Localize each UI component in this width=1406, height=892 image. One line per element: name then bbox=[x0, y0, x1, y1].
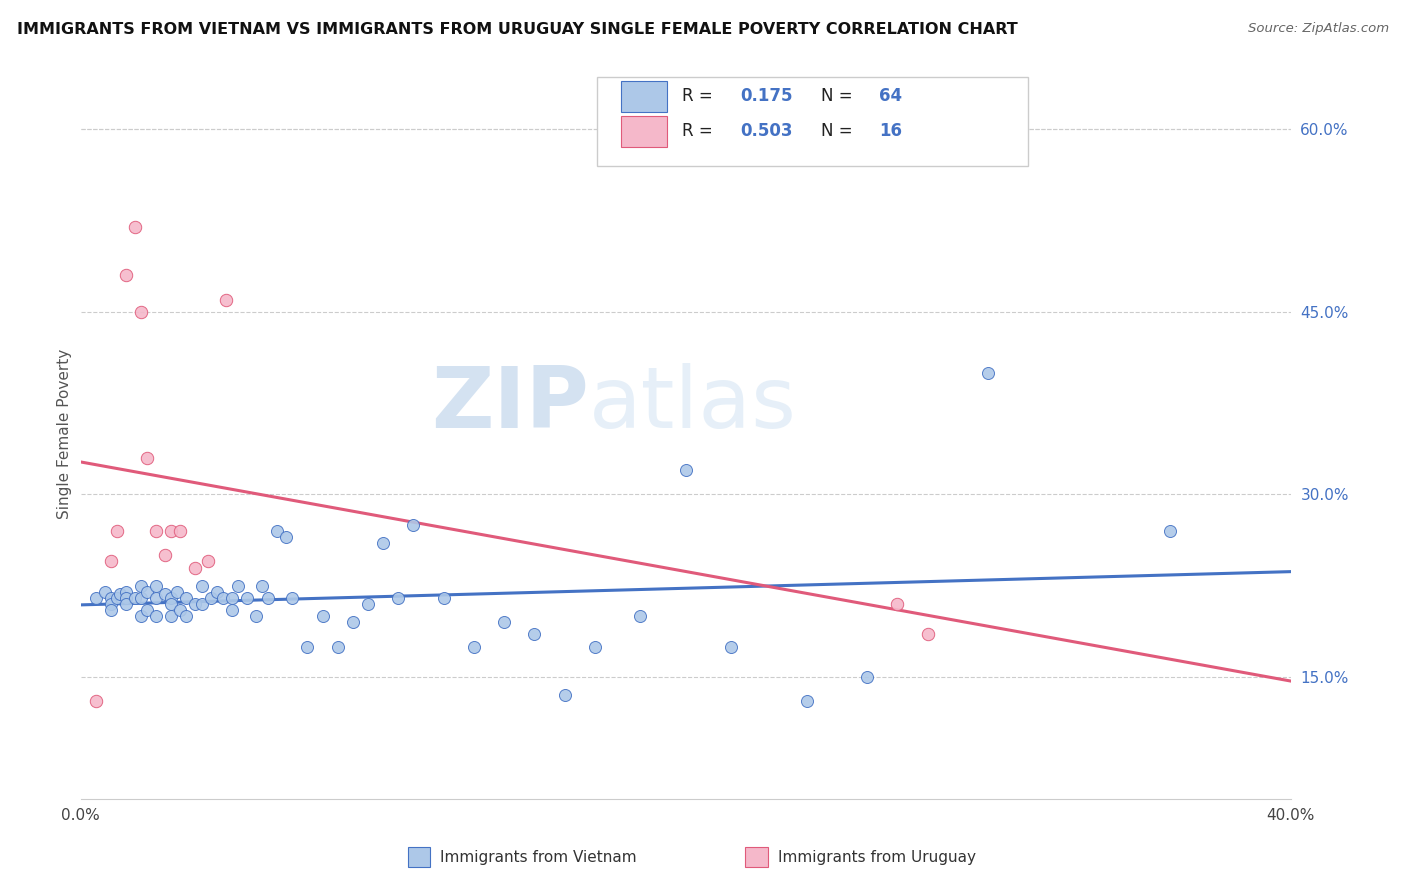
Point bbox=[402, 517, 425, 532]
Point bbox=[108, 587, 131, 601]
Point bbox=[221, 591, 243, 605]
Point bbox=[257, 591, 280, 605]
Point bbox=[523, 627, 546, 641]
Point bbox=[160, 591, 183, 605]
Point bbox=[371, 536, 394, 550]
Point bbox=[281, 591, 304, 605]
Point bbox=[276, 530, 298, 544]
Point bbox=[190, 597, 212, 611]
Point bbox=[129, 609, 152, 624]
Point bbox=[84, 591, 107, 605]
Point bbox=[155, 587, 177, 601]
Point bbox=[105, 524, 128, 538]
Text: Immigrants from Uruguay: Immigrants from Uruguay bbox=[778, 850, 976, 864]
Point bbox=[190, 579, 212, 593]
Point bbox=[357, 597, 380, 611]
Text: atlas: atlas bbox=[589, 363, 797, 446]
Point bbox=[115, 268, 138, 283]
Point bbox=[221, 603, 243, 617]
Point bbox=[226, 579, 249, 593]
Y-axis label: Single Female Poverty: Single Female Poverty bbox=[58, 349, 72, 519]
Point bbox=[155, 549, 177, 563]
Point bbox=[93, 585, 115, 599]
Point bbox=[796, 694, 818, 708]
Point bbox=[176, 591, 198, 605]
Text: IMMIGRANTS FROM VIETNAM VS IMMIGRANTS FROM URUGUAY SINGLE FEMALE POVERTY CORRELA: IMMIGRANTS FROM VIETNAM VS IMMIGRANTS FR… bbox=[17, 22, 1018, 37]
Point bbox=[115, 591, 138, 605]
Text: 64: 64 bbox=[879, 87, 903, 105]
Point bbox=[100, 591, 122, 605]
Point bbox=[250, 579, 273, 593]
Point bbox=[160, 597, 183, 611]
Point bbox=[169, 603, 191, 617]
Point bbox=[129, 591, 152, 605]
Point bbox=[266, 524, 288, 538]
Point bbox=[200, 591, 222, 605]
Point bbox=[554, 688, 576, 702]
Point bbox=[184, 560, 207, 574]
Point bbox=[720, 640, 742, 654]
Point bbox=[124, 591, 146, 605]
Text: 0.503: 0.503 bbox=[740, 122, 793, 140]
Point bbox=[311, 609, 333, 624]
Point bbox=[856, 670, 879, 684]
Point bbox=[136, 585, 159, 599]
Point bbox=[1159, 524, 1181, 538]
Point bbox=[105, 591, 128, 605]
FancyBboxPatch shape bbox=[598, 78, 1028, 166]
Point bbox=[197, 554, 219, 568]
Point bbox=[129, 305, 152, 319]
Point bbox=[176, 609, 198, 624]
Point bbox=[115, 585, 138, 599]
Point bbox=[463, 640, 485, 654]
Point bbox=[100, 603, 122, 617]
Point bbox=[675, 463, 697, 477]
Text: 0.175: 0.175 bbox=[740, 87, 793, 105]
Point bbox=[342, 615, 364, 630]
Text: N =: N = bbox=[821, 122, 858, 140]
Point bbox=[387, 591, 409, 605]
Point bbox=[211, 591, 233, 605]
Point bbox=[145, 524, 167, 538]
Point bbox=[115, 597, 138, 611]
Point bbox=[169, 524, 191, 538]
Point bbox=[917, 627, 939, 641]
Point bbox=[129, 579, 152, 593]
Text: ZIP: ZIP bbox=[432, 363, 589, 446]
Point bbox=[326, 640, 349, 654]
Point bbox=[160, 524, 183, 538]
Point bbox=[100, 597, 122, 611]
Text: N =: N = bbox=[821, 87, 858, 105]
Point bbox=[245, 609, 267, 624]
Text: Source: ZipAtlas.com: Source: ZipAtlas.com bbox=[1249, 22, 1389, 36]
Point bbox=[160, 609, 183, 624]
Point bbox=[297, 640, 319, 654]
Point bbox=[215, 293, 238, 307]
Point bbox=[628, 609, 651, 624]
Point bbox=[145, 609, 167, 624]
Point bbox=[886, 597, 908, 611]
Text: Immigrants from Vietnam: Immigrants from Vietnam bbox=[440, 850, 637, 864]
Point bbox=[124, 219, 146, 234]
Point bbox=[100, 554, 122, 568]
Point bbox=[236, 591, 259, 605]
Text: R =: R = bbox=[682, 122, 718, 140]
Point bbox=[145, 579, 167, 593]
Point bbox=[492, 615, 515, 630]
Text: R =: R = bbox=[682, 87, 718, 105]
Point bbox=[977, 366, 1000, 380]
FancyBboxPatch shape bbox=[621, 116, 668, 146]
Point bbox=[184, 597, 207, 611]
Point bbox=[205, 585, 228, 599]
Point bbox=[136, 603, 159, 617]
Point bbox=[432, 591, 454, 605]
FancyBboxPatch shape bbox=[621, 81, 668, 112]
Point bbox=[136, 450, 159, 465]
Point bbox=[166, 585, 188, 599]
Text: 16: 16 bbox=[879, 122, 903, 140]
Point bbox=[84, 694, 107, 708]
Point bbox=[145, 591, 167, 605]
Point bbox=[583, 640, 606, 654]
